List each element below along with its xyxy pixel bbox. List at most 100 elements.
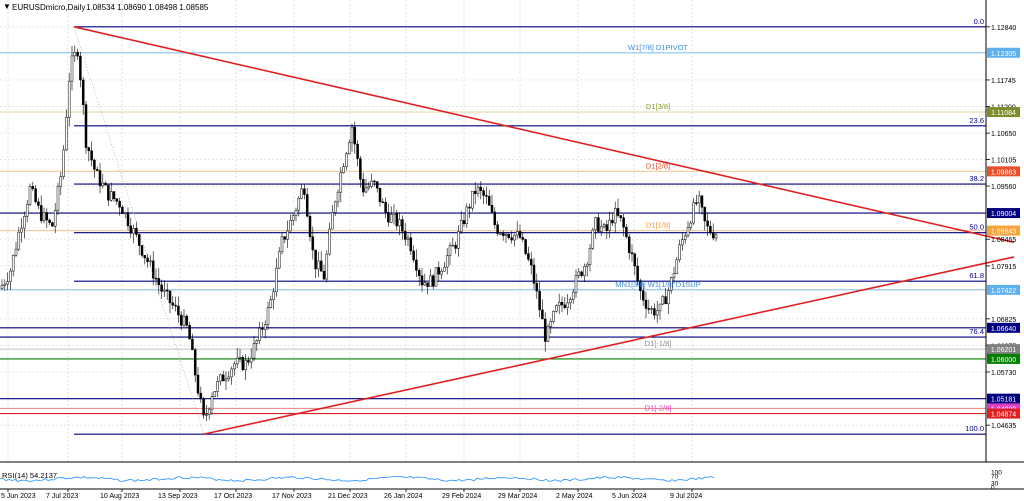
candle-body bbox=[535, 283, 539, 292]
ohlc-values: 1.08534 1.08690 1.08498 1.08585 bbox=[86, 3, 209, 12]
candle-body bbox=[221, 374, 225, 382]
candle-body bbox=[518, 231, 522, 238]
candle-body bbox=[182, 315, 186, 326]
candle-body bbox=[669, 277, 673, 291]
candle-body bbox=[459, 220, 463, 232]
candle-body bbox=[521, 237, 525, 240]
candle-body bbox=[653, 308, 656, 316]
candle-body bbox=[126, 212, 130, 227]
candle-body bbox=[454, 244, 457, 249]
candle-body bbox=[499, 233, 502, 235]
candle-body bbox=[165, 289, 169, 292]
candle-body bbox=[647, 308, 651, 310]
candle-body bbox=[252, 343, 256, 359]
candle-body bbox=[513, 234, 516, 241]
candle-body bbox=[121, 206, 124, 215]
candle-body bbox=[93, 159, 96, 170]
candle-body bbox=[697, 195, 701, 204]
candle-body bbox=[244, 360, 247, 371]
candle-body bbox=[308, 215, 312, 237]
candle-body bbox=[658, 303, 662, 312]
candle-body bbox=[224, 378, 228, 382]
candle-body bbox=[101, 182, 105, 187]
candle-body bbox=[510, 237, 513, 241]
candle-body bbox=[193, 349, 197, 376]
candle-body bbox=[448, 245, 452, 256]
candle-body bbox=[87, 147, 91, 152]
date-tick-label: 5 Jun 2023 bbox=[1, 493, 36, 500]
candle-body bbox=[297, 197, 301, 211]
candle-body bbox=[440, 270, 443, 275]
candle-body bbox=[627, 236, 631, 253]
candle-body bbox=[709, 225, 712, 233]
candle-body bbox=[373, 180, 376, 183]
menu-icon[interactable]: ▼ bbox=[3, 2, 11, 11]
candle-body bbox=[375, 181, 379, 189]
candle-body bbox=[247, 360, 250, 363]
candle-body bbox=[655, 310, 659, 316]
price-tag bbox=[987, 284, 1020, 295]
candle-body bbox=[199, 392, 203, 399]
level-label: 23.6 bbox=[969, 116, 984, 125]
candle-body bbox=[261, 327, 264, 330]
candle-body bbox=[577, 271, 581, 276]
level-label: D1[-2/8] bbox=[645, 404, 672, 413]
level-label: MN1[3/8] W1[1/8] D1SUP bbox=[615, 280, 700, 289]
candle-body bbox=[597, 217, 600, 232]
candle-body bbox=[524, 239, 527, 254]
candle-body bbox=[532, 264, 536, 284]
date-tick-label: 10 Aug 2023 bbox=[100, 493, 139, 500]
resistance-trendline[interactable] bbox=[73, 26, 1015, 244]
candle-body bbox=[462, 220, 466, 225]
candle-body bbox=[387, 212, 390, 223]
rsi-label: RSI(14) 54.2137 bbox=[2, 471, 57, 480]
level-label: 0.0 bbox=[974, 17, 984, 26]
candle-body bbox=[255, 340, 259, 344]
candle-body bbox=[417, 270, 421, 277]
candle-body bbox=[403, 231, 407, 240]
candle-body bbox=[305, 194, 309, 217]
level-label: 61.8 bbox=[969, 271, 984, 280]
date-tick-label: 17 Oct 2023 bbox=[214, 493, 252, 500]
candle-body bbox=[353, 126, 357, 145]
price-tag bbox=[987, 107, 1020, 118]
candle-body bbox=[583, 266, 586, 277]
support-trendline[interactable] bbox=[203, 256, 1015, 435]
trendlines[interactable] bbox=[73, 26, 1015, 435]
date-tick-label: 13 Sep 2023 bbox=[158, 493, 198, 500]
candle-body bbox=[490, 205, 494, 213]
candle-body bbox=[154, 277, 158, 280]
candle-body bbox=[171, 302, 175, 306]
date-axis: 5 Jun 2023 7 Jul 2023 10 Aug 2023 13 Sep 20… bbox=[1, 489, 702, 500]
candle-body bbox=[123, 212, 127, 215]
candle-body bbox=[140, 245, 144, 256]
candle-body bbox=[266, 307, 270, 325]
candle-body bbox=[347, 142, 351, 154]
candle-body bbox=[636, 265, 639, 281]
candle-body bbox=[552, 310, 555, 322]
price-tick-label: 1.10105 bbox=[991, 158, 1016, 165]
candle-body bbox=[619, 215, 623, 219]
level-label: D1[3/8] bbox=[646, 102, 670, 111]
candle-body bbox=[451, 244, 455, 247]
candle-body bbox=[695, 202, 698, 204]
candle-body bbox=[622, 217, 625, 228]
candle-body bbox=[149, 260, 152, 263]
date-tick-label: 9 Jul 2024 bbox=[670, 493, 702, 500]
date-tick-label: 29 Feb 2024 bbox=[442, 493, 481, 500]
candle-body bbox=[81, 79, 85, 105]
candle-body bbox=[485, 195, 488, 197]
candle-body bbox=[202, 398, 205, 416]
candle-body bbox=[210, 396, 214, 410]
candle-body bbox=[384, 201, 387, 213]
candle-body bbox=[457, 231, 460, 249]
horizontal-levels[interactable] bbox=[0, 26, 986, 435]
candle-body bbox=[70, 55, 74, 82]
level-label: 50.0 bbox=[969, 223, 984, 232]
candle-body bbox=[395, 212, 399, 227]
candle-body bbox=[664, 296, 667, 305]
candle-body bbox=[633, 253, 637, 267]
candle-body bbox=[538, 290, 541, 311]
